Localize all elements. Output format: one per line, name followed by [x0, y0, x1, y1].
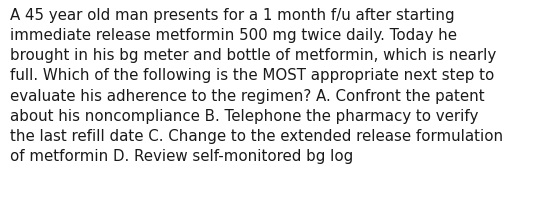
Text: A 45 year old man presents for a 1 month f/u after starting
immediate release me: A 45 year old man presents for a 1 month… — [10, 8, 503, 164]
